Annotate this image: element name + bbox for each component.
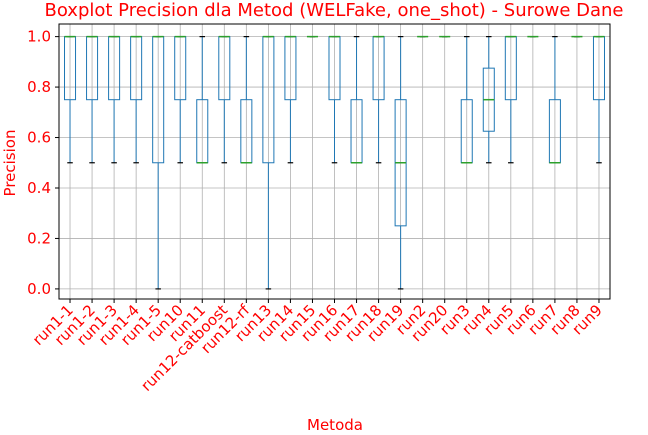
y-tick-label: 0.4 [27,179,51,197]
boxes-layer [64,35,605,290]
box-run1-4 [130,35,143,164]
box-run10 [174,35,187,164]
box-run3 [460,36,473,164]
box-run5 [504,35,517,164]
box-run19 [394,36,407,290]
box-run11 [196,36,209,164]
box-run16 [328,35,341,164]
chart-title: Boxplot Precision dla Metod (WELFake, on… [44,0,623,21]
box-run4 [482,36,495,164]
y-tick-label: 0.8 [27,78,51,96]
box-run1-5 [152,35,165,290]
box-run7 [548,36,561,164]
box-run1-2 [86,35,99,164]
y-tick-label: 0.0 [27,280,51,298]
box-run1-1 [64,35,77,164]
y-axis-label: Precision [1,130,19,197]
y-tick-label: 0.2 [27,229,51,247]
box-run12-catboost [218,35,231,164]
y-tick-label: 1.0 [27,28,51,46]
box-run14 [284,35,297,164]
box-run12-rf [240,36,253,164]
box-run1-3 [108,35,121,164]
box-run13 [262,35,275,290]
x-axis-label: Metoda [307,416,363,434]
box-run18 [372,35,385,164]
y-tick-label: 0.6 [27,129,51,147]
box-run9 [592,35,605,164]
box-run17 [350,36,363,164]
